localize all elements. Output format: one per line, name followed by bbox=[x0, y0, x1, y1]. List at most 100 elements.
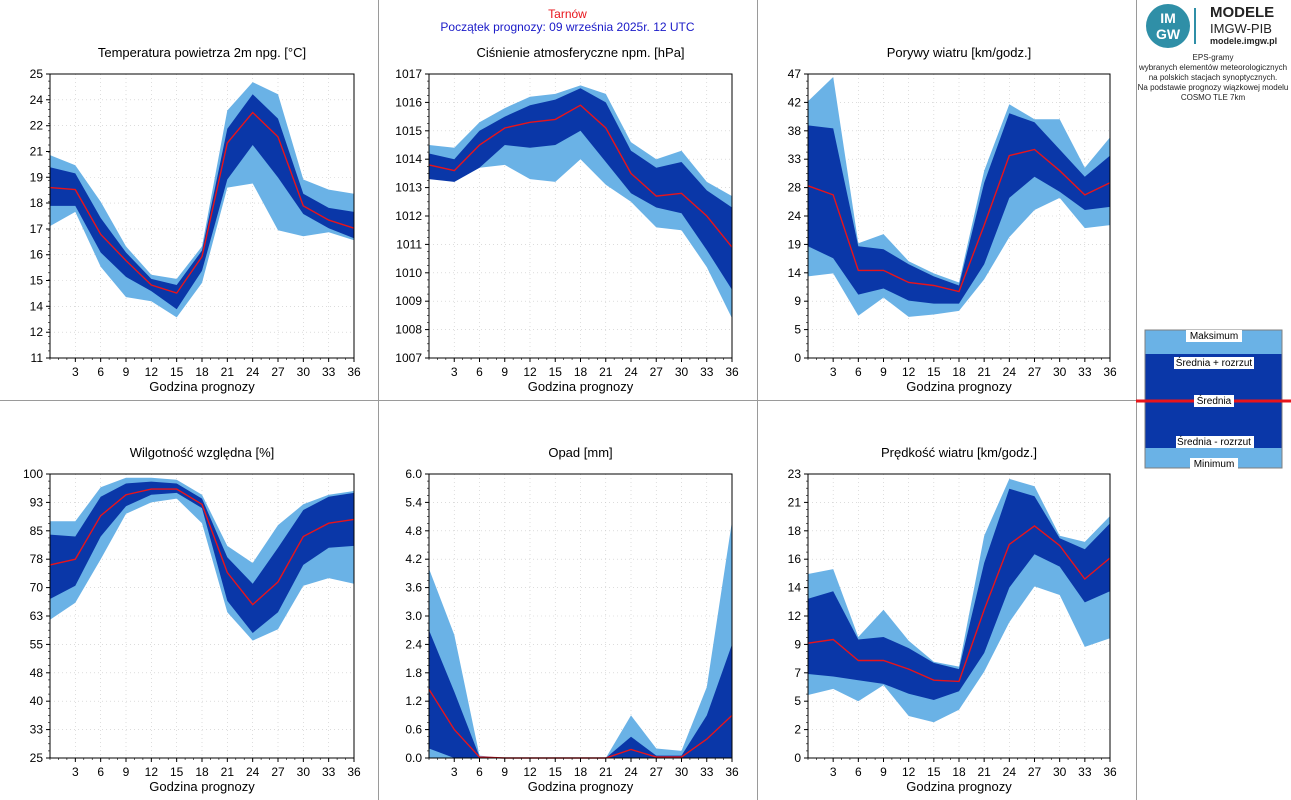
x-tick-label: 24 bbox=[624, 765, 638, 779]
series-spread-band bbox=[808, 488, 1110, 700]
logo-subtitle: IMGW-PIB bbox=[1210, 21, 1272, 36]
x-tick-label: 12 bbox=[523, 365, 537, 379]
y-tick-label: 1012 bbox=[395, 209, 422, 223]
y-tick-label: 14 bbox=[788, 266, 802, 280]
x-tick-label: 18 bbox=[195, 765, 209, 779]
x-tick-label: 9 bbox=[123, 365, 130, 379]
x-tick-label: 3 bbox=[72, 365, 79, 379]
y-tick-label: 5.4 bbox=[405, 495, 422, 509]
x-tick-label: 36 bbox=[725, 365, 739, 379]
x-tick-label: 33 bbox=[322, 365, 336, 379]
chart-title: Wilgotność względna [%] bbox=[130, 445, 275, 460]
x-tick-label: 27 bbox=[650, 765, 664, 779]
y-tick-label: 40 bbox=[30, 694, 44, 708]
x-tick-label: 3 bbox=[830, 765, 837, 779]
y-tick-label: 0.0 bbox=[405, 751, 422, 765]
y-tick-label: 1014 bbox=[395, 152, 422, 166]
x-tick-label: 27 bbox=[271, 765, 285, 779]
y-tick-label: 33 bbox=[30, 723, 44, 737]
y-tick-label: 6.0 bbox=[405, 467, 422, 481]
y-tick-label: 70 bbox=[30, 581, 44, 595]
legend-mean-label: Średnia bbox=[1197, 394, 1232, 407]
info-line: EPS-gramy bbox=[1192, 53, 1234, 62]
x-tick-label: 15 bbox=[927, 765, 941, 779]
y-tick-label: 1010 bbox=[395, 266, 422, 280]
x-tick-label: 33 bbox=[1078, 365, 1092, 379]
chart-title: Prędkość wiatru [km/godz.] bbox=[881, 445, 1037, 460]
x-tick-label: 24 bbox=[1003, 365, 1017, 379]
imgw-logo[interactable]: IM GW MODELE IMGW-PIB modele.imgw.pl bbox=[1146, 4, 1286, 48]
x-tick-label: 18 bbox=[195, 365, 209, 379]
x-tick-label: 15 bbox=[549, 365, 563, 379]
x-tick-label: 33 bbox=[1078, 765, 1092, 779]
y-tick-label: 14 bbox=[788, 581, 802, 595]
y-tick-label: 17 bbox=[30, 222, 44, 236]
y-tick-label: 0 bbox=[794, 351, 801, 365]
station-title: Tarnów bbox=[548, 7, 587, 21]
x-tick-label: 30 bbox=[1053, 765, 1067, 779]
y-tick-label: 2.4 bbox=[405, 637, 422, 651]
logo-title: MODELE bbox=[1210, 4, 1275, 21]
y-tick-label: 33 bbox=[788, 152, 802, 166]
info-line: COSMO TLE 7km bbox=[1180, 93, 1246, 102]
y-tick-label: 2 bbox=[794, 723, 801, 737]
info-line: na polskich stacjach synoptycznych. bbox=[1148, 73, 1278, 82]
x-tick-label: 27 bbox=[271, 365, 285, 379]
legend-plus-label: Średnia + rozrzut bbox=[1176, 356, 1253, 369]
series-mean-line bbox=[49, 111, 355, 294]
x-tick-label: 30 bbox=[297, 365, 311, 379]
chart-title: Ciśnienie atmosferyczne npm. [hPa] bbox=[476, 45, 684, 60]
x-tick-label: 21 bbox=[977, 765, 991, 779]
x-tick-label: 9 bbox=[880, 765, 887, 779]
x-tick-label: 9 bbox=[123, 765, 130, 779]
y-tick-label: 7 bbox=[794, 666, 801, 680]
info-line: Na podstawie prognozy wiązkowej modelu bbox=[1137, 83, 1289, 92]
x-axis-label: Godzina prognozy bbox=[149, 379, 255, 394]
y-tick-label: 18 bbox=[30, 196, 44, 210]
x-tick-label: 6 bbox=[855, 765, 862, 779]
y-tick-label: 18 bbox=[788, 524, 802, 538]
x-tick-label: 12 bbox=[902, 365, 916, 379]
y-tick-label: 16 bbox=[30, 248, 44, 262]
x-tick-label: 9 bbox=[501, 765, 508, 779]
info-line: wybranych elementów meteorologicznych bbox=[1138, 63, 1288, 72]
x-tick-label: 30 bbox=[1053, 365, 1067, 379]
y-tick-label: 4.8 bbox=[405, 524, 422, 538]
x-tick-label: 12 bbox=[523, 765, 537, 779]
y-tick-label: 3.6 bbox=[405, 581, 422, 595]
x-tick-label: 6 bbox=[97, 765, 104, 779]
y-tick-label: 1013 bbox=[395, 181, 422, 195]
x-tick-label: 33 bbox=[700, 765, 714, 779]
y-tick-label: 14 bbox=[30, 299, 44, 313]
x-tick-label: 21 bbox=[221, 365, 235, 379]
x-tick-label: 9 bbox=[880, 365, 887, 379]
x-tick-label: 6 bbox=[476, 765, 483, 779]
y-tick-label: 9 bbox=[794, 637, 801, 651]
x-tick-label: 27 bbox=[1028, 765, 1042, 779]
legend-minus-label: Średnia - rozrzut bbox=[1177, 435, 1251, 448]
y-tick-label: 100 bbox=[23, 467, 43, 481]
x-tick-label: 27 bbox=[1028, 365, 1042, 379]
logo-circle-top: IM bbox=[1160, 10, 1176, 26]
y-tick-label: 1009 bbox=[395, 294, 422, 308]
y-tick-label: 5 bbox=[794, 323, 801, 337]
x-tick-label: 21 bbox=[977, 365, 991, 379]
series-mean-line bbox=[428, 104, 733, 248]
legend-min-label: Minimum bbox=[1194, 459, 1235, 470]
series-spread-band bbox=[429, 88, 732, 290]
x-tick-label: 33 bbox=[322, 765, 336, 779]
y-tick-label: 1.8 bbox=[405, 666, 422, 680]
logo-url[interactable]: modele.imgw.pl bbox=[1210, 36, 1278, 46]
y-tick-label: 9 bbox=[794, 294, 801, 308]
x-tick-label: 15 bbox=[170, 365, 184, 379]
y-tick-label: 38 bbox=[788, 124, 802, 138]
y-tick-label: 93 bbox=[30, 495, 44, 509]
x-tick-label: 18 bbox=[952, 365, 966, 379]
chart-panel-4: 0.00.61.21.82.43.03.64.24.85.46.03 6 9 12 15… bbox=[405, 445, 739, 794]
x-tick-label: 36 bbox=[725, 765, 739, 779]
y-tick-label: 1015 bbox=[395, 124, 422, 138]
y-tick-label: 16 bbox=[788, 552, 802, 566]
